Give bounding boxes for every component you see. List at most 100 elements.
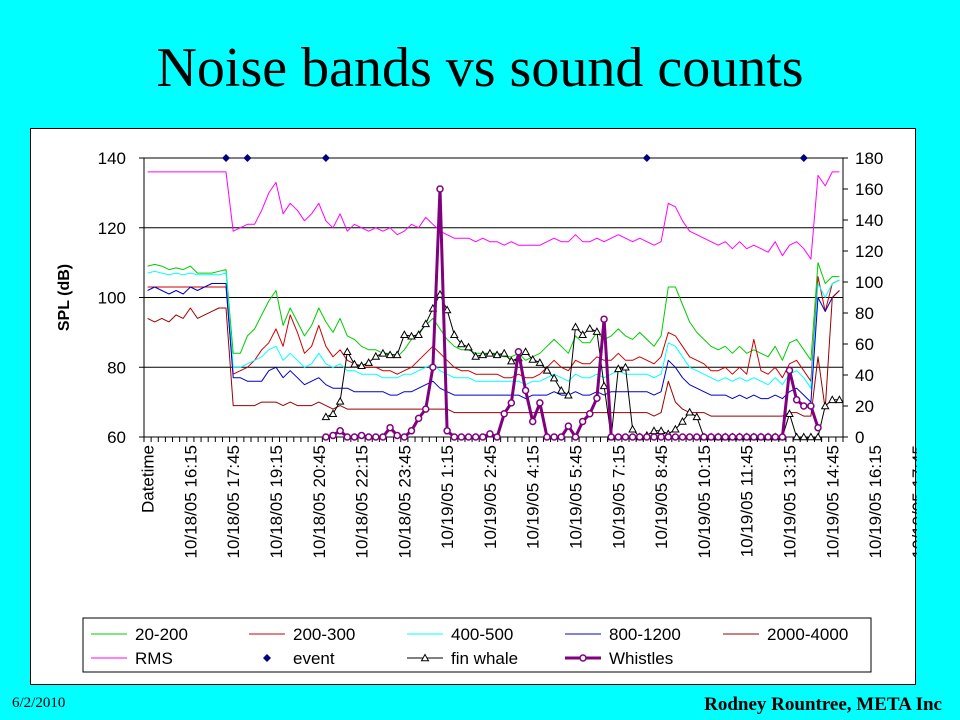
series-whistles-point — [357, 431, 366, 440]
series-fin-whale-point — [613, 364, 623, 373]
series-whistles-point — [400, 433, 409, 441]
series-fin-whale-point — [792, 432, 801, 441]
series-whistles-point — [628, 433, 637, 441]
series-fin-whale-point — [785, 409, 794, 418]
series-whistles-point — [643, 433, 651, 441]
series-whistles-point — [700, 433, 708, 441]
series-whistles-point — [664, 433, 672, 441]
y-tick-label: 100 — [98, 289, 126, 308]
series-fin-whale-point — [671, 424, 680, 433]
y2-tick-label: 60 — [855, 335, 874, 354]
legend-marker-fin-whale — [420, 653, 430, 662]
series-line-800-1200 — [147, 283, 840, 403]
y2-tick-label: 0 — [855, 428, 864, 447]
series-fin-whale-point — [578, 330, 588, 338]
x-tick-label: 10/19/05 11:45 — [738, 445, 757, 557]
series-line-200-300 — [147, 276, 840, 382]
series-whistles-point — [814, 423, 822, 432]
series-fin-whale-point — [571, 322, 580, 331]
series-event-point — [222, 154, 231, 162]
x-tick-label: 10/18/05 19:15 — [267, 445, 286, 558]
series-fin-whale-point — [407, 331, 416, 340]
series-line-400-500 — [147, 270, 840, 389]
x-tick-label: 10/19/05 7:15 — [609, 445, 628, 549]
series-whistles-point — [514, 348, 523, 356]
legend-label-whistles: Whistles — [609, 649, 673, 668]
series-whistles-point — [650, 433, 658, 441]
series-whistles-point — [543, 433, 551, 441]
series-fin-whale-point — [678, 416, 687, 425]
series-whistles-point — [343, 433, 352, 441]
series-fin-whale-point — [364, 358, 374, 366]
series-fin-whale-point — [414, 330, 423, 338]
series-fin-whale-point — [820, 401, 830, 410]
x-tick-label: 10/19/05 2:45 — [481, 445, 500, 549]
y2-tick-label: 180 — [855, 149, 883, 168]
series-fin-whale-point — [549, 373, 559, 382]
series-whistles-point — [750, 433, 758, 441]
series-fin-whale-point — [585, 323, 595, 332]
series-whistles-point — [764, 433, 772, 441]
series-whistles-point — [329, 431, 337, 440]
series-whistles-point — [421, 405, 430, 413]
series-whistles-point — [557, 433, 566, 441]
x-tick-label: 10/19/05 10:15 — [695, 445, 714, 558]
series-event-point — [799, 154, 808, 162]
series-fin-whale-point — [535, 358, 545, 366]
legend-label-400-500: 400-500 — [451, 625, 513, 644]
series-fin-whale-point — [457, 339, 466, 348]
x-tick-label: 10/19/05 16:15 — [866, 445, 885, 558]
series-whistles-point — [407, 427, 416, 435]
x-tick-label: 10/18/05 23:45 — [395, 445, 414, 558]
series-whistles-point — [785, 366, 794, 375]
series-fin-whale-point — [399, 330, 409, 338]
series-fin-whale-point — [464, 342, 473, 351]
y-tick-label: 80 — [107, 358, 126, 377]
series-whistles-point — [322, 433, 330, 441]
series-fin-whale-point — [478, 350, 488, 359]
series-fin-whale-point — [542, 365, 552, 374]
series-whistles-point — [364, 433, 373, 441]
series-whistles-point — [550, 433, 558, 441]
series-whistles-point — [678, 433, 687, 441]
x-tick-label: 10/19/05 1:15 — [438, 445, 457, 549]
series-whistles-point — [372, 433, 380, 441]
legend-box — [82, 617, 872, 673]
legend-label-200-300: 200-300 — [293, 625, 355, 644]
y2-tick-label: 100 — [855, 273, 883, 292]
series-whistles-point — [621, 433, 630, 441]
series-fin-whale-point — [328, 409, 338, 418]
series-fin-whale-point — [421, 319, 431, 328]
series-fin-whale-point — [827, 395, 837, 404]
series-whistles-point — [386, 423, 394, 432]
series-fin-whale-point — [806, 432, 816, 441]
series-whistles-point — [586, 410, 594, 418]
series-fin-whale-point — [592, 327, 602, 335]
legend-marker-whistles — [579, 654, 587, 662]
series-fin-whale-point — [378, 348, 388, 357]
series-whistles-point — [707, 433, 715, 441]
series-whistles-point — [486, 430, 494, 438]
x-tick-label: 10/19/05 14:45 — [823, 445, 842, 558]
series-whistles-point — [464, 433, 473, 441]
series-whistles-point — [614, 433, 623, 441]
series-fin-whale-point — [599, 381, 609, 390]
series-whistles-point — [728, 433, 737, 441]
legend-label-fin-whale: fin whale — [451, 649, 518, 668]
series-whistles-point — [735, 433, 744, 441]
series-event-point — [243, 154, 252, 162]
series-whistles-point — [685, 433, 694, 441]
legend-label-20-200: 20-200 — [135, 625, 188, 644]
series-whistles-point — [528, 417, 537, 426]
series-whistles-point — [721, 433, 730, 441]
y2-tick-label: 80 — [855, 304, 874, 323]
y-tick-label: 140 — [98, 149, 126, 168]
x-tick-label: 10/18/05 16:15 — [181, 445, 200, 558]
series-whistles-point — [800, 402, 808, 410]
series-whistles-point — [714, 433, 722, 441]
series-line-whistles — [325, 187, 820, 439]
series-fin-whale-point — [485, 348, 495, 357]
series-whistles-point — [479, 433, 487, 441]
series-whistles-point — [671, 433, 680, 441]
series-fin-whale-point — [350, 359, 359, 368]
